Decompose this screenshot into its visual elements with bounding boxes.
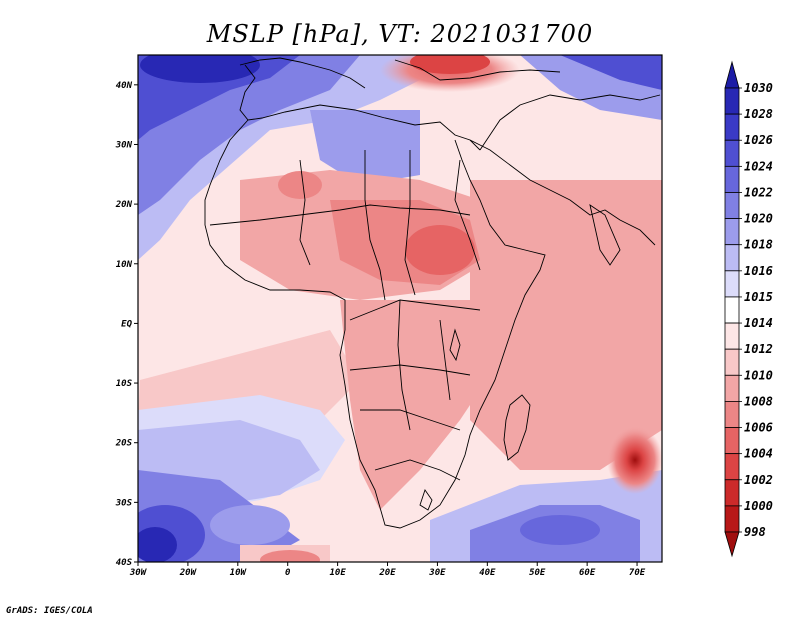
lat-tick-label: 20S: [115, 439, 133, 449]
lon-tick-label: 10E: [329, 568, 346, 578]
colorbar-label: 1015: [744, 290, 773, 304]
lat-tick-label: 40N: [116, 81, 133, 91]
colorbar-segment: [724, 374, 740, 402]
map-frame: [137, 54, 663, 563]
colorbar-segment: [724, 87, 740, 115]
colorbar-segment: [724, 218, 740, 246]
colorbar-label: 1016: [744, 264, 773, 278]
colorbar-segment: [724, 296, 740, 324]
lat-tick-label: EQ: [121, 319, 132, 329]
colorbar-segment: [724, 165, 740, 193]
colorbar-segment: [724, 270, 740, 298]
lon-tick-label: 20W: [179, 568, 198, 578]
pressure-field: [138, 55, 662, 562]
colorbar-segment: [724, 453, 740, 481]
coastlines: [204, 57, 661, 529]
lat-tick-label: 10S: [116, 379, 133, 389]
colorbar-segment: [724, 427, 740, 455]
colorbar-label: 1022: [744, 185, 773, 199]
colorbar-segment: [724, 139, 740, 167]
colorbar-label: 1026: [744, 133, 773, 147]
colorbar-segment: [724, 479, 740, 507]
colorbar-segment: [724, 322, 740, 350]
colorbar-label: 1028: [744, 107, 773, 121]
latitude-axis: 40N 30N 20N 10N EQ 10S 20S 30S 40S: [115, 81, 138, 568]
colorbar-label: 1014: [744, 316, 773, 330]
colorbar-label: 1030: [744, 81, 773, 95]
lon-tick-label: 40E: [479, 568, 496, 578]
lat-tick-label: 40S: [116, 558, 133, 568]
colorbar-top-arrow: [724, 60, 740, 89]
lon-tick-label: 50E: [529, 568, 546, 578]
longitude-axis: 30W 20W 10W 0 10E 20E 30E 40E 50E 60E 70E: [129, 562, 646, 578]
colorbar-label: 1006: [744, 421, 773, 435]
lat-tick-label: 20N: [115, 200, 133, 210]
colorbar-label: 1020: [744, 212, 773, 226]
colorbar-segment: [724, 192, 740, 219]
colorbar: 1030 1028 1026 1024 1022 1020 1018 1016 1015 1014…: [724, 60, 773, 558]
lon-tick-label: 60E: [579, 568, 596, 578]
colorbar-label: 1004: [744, 447, 773, 461]
colorbar-bottom-arrow: [724, 531, 740, 558]
colorbar-label: 1000: [744, 499, 773, 513]
map-title: MSLP [hPa], VT: 2021031700: [206, 20, 593, 48]
colorbar-segment: [724, 244, 740, 272]
colorbar-label: 1012: [744, 342, 773, 356]
colorbar-label: 1008: [744, 394, 773, 408]
lon-tick-label: 20E: [378, 568, 396, 578]
lon-tick-label: 30E: [428, 568, 446, 578]
colorbar-label: 1010: [744, 368, 773, 382]
colorbar-label: 1002: [744, 473, 773, 487]
credit-text: GrADS: IGES/COLA: [6, 606, 93, 616]
lat-tick-label: 30S: [115, 498, 133, 508]
colorbar-segment: [724, 113, 740, 141]
lat-tick-label: 30N: [115, 140, 133, 150]
lat-tick-label: 10N: [116, 260, 133, 270]
colorbar-label: 1024: [744, 159, 773, 173]
lon-tick-label: 30W: [129, 568, 148, 578]
lon-tick-label: 0: [285, 568, 291, 578]
lon-tick-label: 10W: [230, 568, 248, 578]
colorbar-label: 998: [744, 525, 766, 539]
colorbar-segment: [724, 505, 740, 533]
colorbar-segment: [724, 348, 740, 376]
colorbar-label: 1018: [744, 238, 773, 252]
lon-tick-label: 70E: [629, 568, 646, 578]
colorbar-segment: [724, 401, 740, 428]
